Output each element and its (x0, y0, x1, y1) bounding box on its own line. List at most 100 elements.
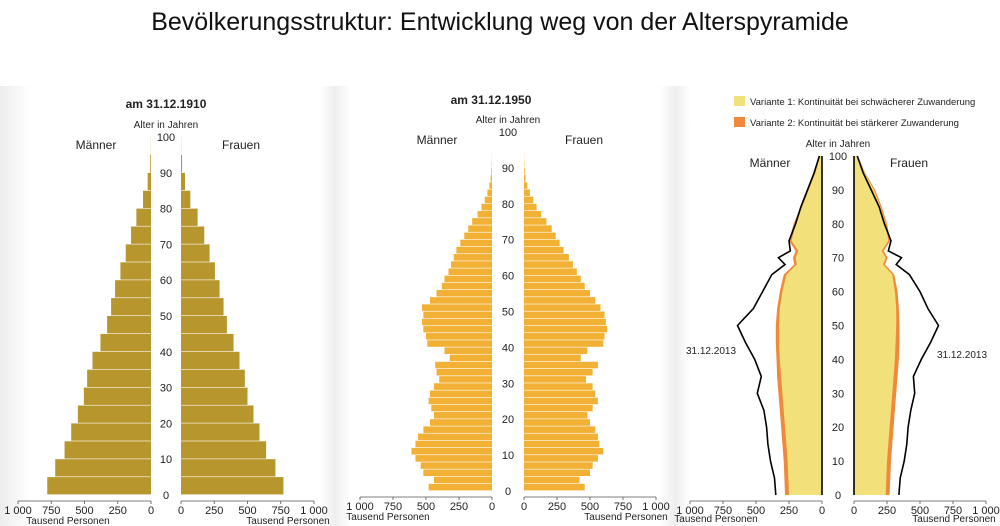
p1950-male-bar-36 (449, 354, 492, 362)
p1910-male-bar-5 (55, 459, 151, 477)
p1950-male-bar-76 (477, 210, 492, 218)
p1910-male-bar-25 (83, 387, 151, 405)
p1910-male-bar-0 (47, 477, 152, 495)
p1950-age-tick-0: 0 (505, 486, 511, 498)
p1910-female-bar-60 (181, 262, 215, 280)
p1910-x-tick-right-2: 500 (238, 505, 256, 517)
p1950-female-bar-12 (524, 440, 600, 448)
p1950-x-tick-left-0: 1 000 (346, 501, 374, 513)
pyramid-1910: am 31.12.1910 Alter in Jahren Männer Fra… (4, 97, 329, 526)
proj-x-tick-left-1: 750 (714, 505, 732, 517)
p1950-female-bar-80 (524, 196, 534, 204)
p1950-x-tick-right-1: 250 (548, 501, 566, 513)
p1950-x-tick-left-2: 500 (417, 501, 435, 513)
p1950-female-bar-56 (524, 282, 585, 290)
p1950-x-tick-right-2: 500 (581, 501, 599, 513)
panel-background (0, 86, 1000, 526)
p1950-male-bar-40 (427, 340, 492, 347)
pyramid-1950-title: am 31.12.1950 (451, 93, 532, 107)
pyramid-1950-female-label: Frauen (565, 133, 603, 147)
p1910-male-bar-15 (71, 423, 151, 441)
p1950-female-bar-16 (524, 426, 596, 433)
p1950-age-tick-70: 70 (502, 235, 514, 247)
p1910-age-tick-70: 70 (160, 239, 172, 251)
p1950-male-bar-0 (428, 483, 492, 491)
proj-age-tick-60: 60 (832, 287, 844, 299)
p1910-female-bar-55 (181, 280, 220, 298)
p1950-female-bar-2 (524, 476, 580, 484)
proj-x-tick-left-0: 1 000 (676, 505, 704, 517)
projection-age-axis-label: Alter in Jahren (806, 139, 870, 150)
p1910-male-bar-75 (136, 208, 151, 226)
p1910-age-tick-60: 60 (160, 275, 172, 287)
p1950-age-tick-40: 40 (502, 342, 514, 354)
p1910-female-bar-5 (181, 459, 276, 477)
p1950-age-tick-50: 50 (502, 307, 514, 319)
p1950-female-bar-48 (524, 311, 605, 319)
p1910-female-bar-45 (181, 316, 227, 334)
p1910-female-bar-85 (181, 172, 185, 191)
p1950-male-bar-6 (420, 462, 492, 469)
p1950-female-bar-18 (524, 419, 590, 426)
p1910-male-bar-65 (125, 244, 151, 262)
proj-age-tick-80: 80 (832, 219, 844, 231)
p1950-female-bar-68 (524, 239, 560, 247)
p1950-female-bar-38 (524, 347, 588, 354)
line-label-left: 31.12.2013 (686, 346, 736, 357)
p1950-x-tick-right-3: 750 (614, 501, 632, 513)
p1950-female-bar-52 (524, 297, 596, 304)
p1910-female-bar-15 (181, 423, 260, 441)
p1910-x-tick-left-3: 250 (109, 505, 127, 517)
legend-label-variant1: Variante 1: Kontinuität bei schwächerer … (750, 97, 975, 108)
p1910-female-bar-0 (181, 477, 284, 495)
p1910-age-tick-40: 40 (160, 347, 172, 359)
p1950-male-bar-86 (490, 175, 492, 182)
pyramid-1950-male-label: Männer (417, 133, 458, 147)
proj-x-tick-left-3: 250 (780, 505, 798, 517)
proj-age-tick-30: 30 (832, 388, 844, 400)
p1950-female-bar-32 (524, 368, 593, 376)
p1950-female-bar-22 (524, 404, 593, 412)
projection-unit-left: Tausend Personen (674, 514, 757, 525)
p1950-male-bar-46 (422, 318, 492, 326)
p1950-male-bar-78 (481, 203, 492, 211)
p1950-female-bar-8 (524, 455, 598, 462)
p1950-x-tick-left-4: 0 (489, 501, 495, 513)
p1910-male-bar-10 (64, 441, 151, 459)
p1950-male-bar-30 (439, 376, 492, 383)
pyramid-1950-unit-right: Tausend Personen (584, 512, 667, 523)
pyramid-1910-female-label: Frauen (222, 138, 260, 152)
p1950-age-tick-30: 30 (502, 378, 514, 390)
p1950-male-bar-72 (468, 225, 492, 232)
proj-x-tick-right-4: 1 000 (972, 505, 1000, 517)
proj-line-2013-female (856, 155, 940, 496)
p1910-male-bar-40 (100, 333, 151, 352)
p1950-male-bar-22 (431, 404, 492, 412)
p1910-female-bar-65 (181, 244, 210, 262)
p1950-male-bar-68 (460, 239, 492, 247)
pyramid-1910-title: am 31.12.1910 (126, 97, 207, 111)
p1910-age-tick-50: 50 (160, 311, 172, 323)
proj-variant1-male-area (779, 156, 822, 495)
p1950-female-bar-6 (524, 462, 593, 469)
p1950-female-bar-34 (524, 361, 598, 369)
p1950-male-bar-28 (433, 383, 492, 390)
legend-swatch-variant1 (734, 96, 745, 106)
p1910-age-tick-30: 30 (160, 383, 172, 395)
p1910-female-bar-20 (181, 405, 254, 423)
p1910-male-bar-20 (77, 405, 151, 423)
p1950-male-bar-88 (491, 167, 492, 175)
p1950-age-tick-90: 90 (502, 163, 514, 175)
p1950-female-bar-58 (524, 275, 581, 283)
p1950-male-bar-44 (423, 325, 492, 333)
p1950-female-bar-54 (524, 289, 590, 297)
pyramid-1950: am 31.12.1950 Alter in Jahren Männer Fra… (346, 93, 670, 523)
proj-age-tick-20: 20 (832, 422, 844, 434)
p1910-female-bar-70 (181, 226, 205, 244)
proj-x-tick-right-2: 500 (911, 505, 929, 517)
proj-age-tick-40: 40 (832, 354, 844, 366)
p1910-female-bar-40 (181, 333, 234, 352)
p1910-female-bar-25 (181, 387, 248, 405)
p1910-female-bar-30 (181, 369, 245, 387)
p1950-male-bar-10 (411, 447, 492, 455)
